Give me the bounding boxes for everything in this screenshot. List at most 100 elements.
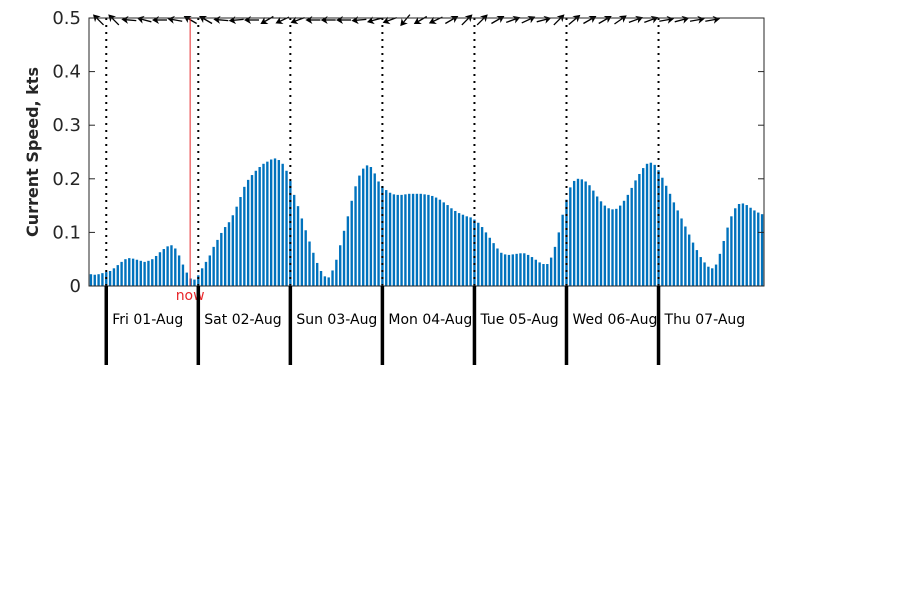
bar — [101, 273, 104, 286]
bar — [488, 237, 491, 286]
bar — [162, 249, 165, 286]
direction-arrow — [505, 15, 521, 24]
bar — [645, 163, 649, 286]
bar — [718, 253, 722, 286]
direction-arrow-shaft — [369, 17, 382, 22]
direction-arrow — [689, 15, 705, 24]
bar — [615, 208, 618, 286]
bar — [595, 196, 599, 286]
day-label: Sun 03-Aug — [296, 312, 377, 328]
y-tick-label: 0.3 — [52, 115, 81, 136]
direction-arrow — [461, 14, 473, 26]
bar — [561, 214, 564, 286]
bar — [480, 227, 484, 286]
bar — [684, 226, 687, 286]
bar — [185, 272, 188, 286]
bar — [438, 199, 442, 286]
y-tick-label: 0.4 — [52, 62, 81, 83]
bar — [296, 206, 300, 286]
bar — [312, 252, 315, 286]
bar — [507, 254, 511, 286]
bar — [404, 194, 407, 286]
bar — [350, 200, 353, 286]
direction-arrow-head — [290, 16, 299, 25]
bar — [120, 261, 123, 286]
direction-arrow — [290, 16, 305, 25]
bar — [216, 239, 219, 286]
direction-arrow-head — [681, 15, 690, 24]
y-tick-label: 0.5 — [52, 8, 81, 29]
bar — [246, 179, 250, 286]
bar — [174, 248, 177, 286]
direction-arrow-head — [413, 17, 422, 24]
bar — [634, 180, 637, 286]
bar — [316, 262, 319, 286]
direction-arrow — [351, 16, 367, 25]
bar — [135, 259, 139, 286]
bar — [197, 275, 200, 286]
bar — [342, 230, 346, 286]
bar — [500, 252, 503, 286]
bar — [730, 216, 733, 286]
bar — [741, 203, 745, 286]
direction-arrow — [536, 15, 552, 24]
day-label: Sat 02-Aug — [204, 312, 281, 328]
bar — [676, 210, 679, 286]
bar — [757, 212, 760, 286]
bar — [243, 186, 246, 286]
y-axis-label: Current Speed, kts — [23, 67, 42, 237]
bar — [396, 194, 399, 286]
bar — [603, 205, 607, 286]
bar — [511, 254, 514, 286]
plot-area-frame — [88, 17, 765, 287]
day-gridlines — [105, 18, 660, 286]
direction-arrow — [628, 15, 644, 24]
direction-arrow — [614, 15, 627, 25]
direction-arrows — [92, 14, 721, 27]
bar — [170, 245, 173, 286]
bar — [599, 201, 603, 286]
direction-arrow — [275, 16, 290, 25]
bar — [546, 264, 549, 286]
bar — [308, 241, 311, 286]
bar — [177, 255, 181, 286]
bar — [431, 195, 434, 286]
bar — [208, 255, 211, 286]
bar — [446, 205, 449, 286]
bar — [760, 214, 764, 286]
direction-arrow — [553, 14, 565, 26]
direction-arrow — [320, 16, 336, 24]
bar — [181, 264, 185, 286]
bar — [154, 255, 158, 286]
bar — [734, 208, 737, 286]
direction-arrow-head — [572, 14, 581, 23]
bar — [580, 179, 584, 286]
direction-arrow-head — [479, 14, 488, 23]
bar — [97, 274, 100, 286]
bar — [231, 215, 235, 286]
bar — [289, 180, 292, 286]
bar — [492, 243, 495, 286]
bar — [737, 203, 741, 286]
direction-arrow-shaft — [705, 18, 718, 22]
day-label: Fri 01-Aug — [112, 312, 183, 328]
bar — [465, 216, 468, 286]
bar — [239, 197, 242, 286]
bar — [726, 227, 729, 286]
direction-arrow — [213, 15, 229, 24]
y-tick-label: 0.1 — [52, 222, 81, 243]
direction-arrow-shaft — [689, 18, 702, 22]
direction-arrow — [400, 14, 411, 27]
bar — [642, 168, 645, 286]
bar — [672, 202, 676, 286]
direction-arrow-shaft — [659, 18, 672, 22]
bar — [665, 185, 668, 286]
bar — [158, 252, 162, 286]
bar — [572, 180, 576, 286]
y-tick-label: 0 — [70, 276, 81, 297]
bar — [331, 270, 334, 286]
bar — [223, 227, 227, 286]
direction-arrow-head — [428, 16, 437, 25]
bar — [749, 207, 752, 286]
bar — [680, 218, 683, 286]
